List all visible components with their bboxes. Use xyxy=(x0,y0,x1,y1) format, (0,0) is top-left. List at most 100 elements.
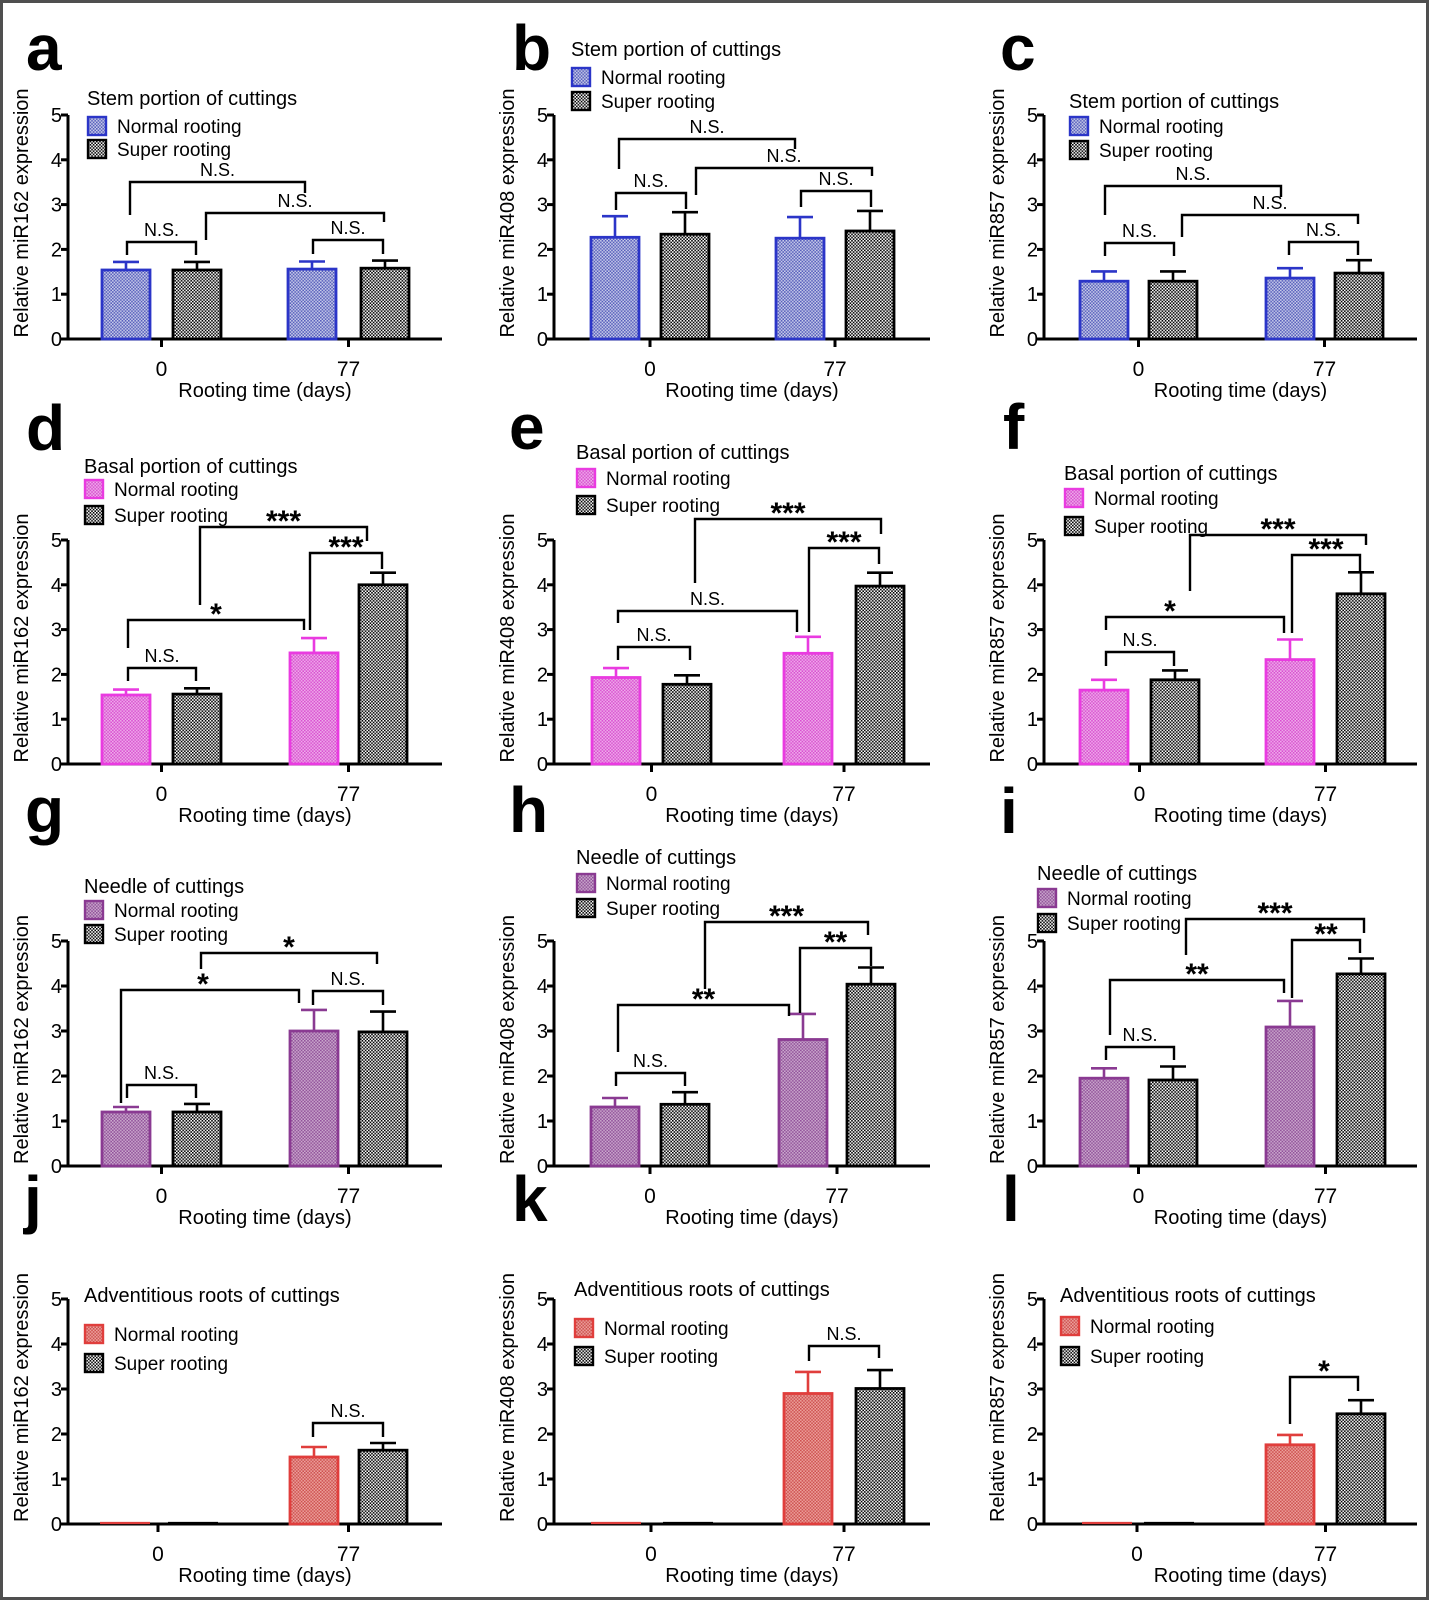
svg-text:77: 77 xyxy=(823,358,846,381)
svg-text:3: 3 xyxy=(51,620,62,642)
svg-text:4: 4 xyxy=(1027,1334,1038,1356)
svg-text:Super rooting: Super rooting xyxy=(601,92,715,113)
svg-text:Relative miR162 expression: Relative miR162 expression xyxy=(11,1273,33,1522)
svg-text:Relative miR162 expression: Relative miR162 expression xyxy=(11,915,33,1164)
svg-text:N.S.: N.S. xyxy=(277,191,312,211)
svg-text:Super rooting: Super rooting xyxy=(604,1347,718,1368)
svg-text:d: d xyxy=(26,392,65,464)
svg-text:***: *** xyxy=(826,526,861,559)
svg-text:1: 1 xyxy=(537,1111,548,1133)
svg-text:Stem portion of cuttings: Stem portion of cuttings xyxy=(1069,91,1279,113)
svg-text:N.S.: N.S. xyxy=(633,171,668,191)
svg-text:5: 5 xyxy=(51,1289,62,1311)
svg-text:4: 4 xyxy=(51,1334,62,1356)
svg-text:0: 0 xyxy=(537,329,548,351)
svg-text:77: 77 xyxy=(832,1543,855,1566)
svg-text:*: * xyxy=(283,931,295,964)
svg-text:Relative miR408 expression: Relative miR408 expression xyxy=(497,1273,519,1522)
svg-text:1: 1 xyxy=(51,709,62,731)
svg-text:***: *** xyxy=(770,497,805,530)
svg-text:g: g xyxy=(25,774,64,846)
svg-text:Rooting time (days): Rooting time (days) xyxy=(178,1565,351,1587)
svg-text:0: 0 xyxy=(156,358,168,381)
svg-text:N.S.: N.S. xyxy=(633,1051,668,1071)
svg-text:3: 3 xyxy=(1027,1379,1038,1401)
svg-text:N.S.: N.S. xyxy=(1122,1025,1157,1045)
svg-text:5: 5 xyxy=(1027,931,1038,953)
svg-text:0: 0 xyxy=(152,1543,164,1566)
svg-text:e: e xyxy=(509,391,545,463)
svg-text:Relative miR408 expression: Relative miR408 expression xyxy=(497,915,519,1164)
svg-text:0: 0 xyxy=(1131,1543,1143,1566)
svg-text:4: 4 xyxy=(537,575,548,597)
svg-text:2: 2 xyxy=(51,664,62,686)
svg-text:Needle of cuttings: Needle of cuttings xyxy=(576,847,736,869)
svg-text:Super rooting: Super rooting xyxy=(114,925,228,946)
svg-text:Rooting time (days): Rooting time (days) xyxy=(178,805,351,827)
svg-text:2: 2 xyxy=(537,664,548,686)
svg-text:*: * xyxy=(197,968,209,1001)
svg-text:**: ** xyxy=(1314,918,1338,951)
svg-text:Stem portion of cuttings: Stem portion of cuttings xyxy=(87,88,297,110)
svg-text:1: 1 xyxy=(1027,1111,1038,1133)
svg-text:Super rooting: Super rooting xyxy=(117,140,231,161)
svg-text:N.S.: N.S. xyxy=(144,220,179,240)
svg-text:4: 4 xyxy=(51,150,62,172)
svg-text:3: 3 xyxy=(51,195,62,217)
svg-text:3: 3 xyxy=(51,1379,62,1401)
svg-text:77: 77 xyxy=(1314,1543,1337,1566)
svg-text:0: 0 xyxy=(1133,1185,1145,1208)
svg-text:Rooting time (days): Rooting time (days) xyxy=(178,1207,351,1229)
svg-text:N.S.: N.S. xyxy=(330,1401,365,1421)
svg-text:1: 1 xyxy=(1027,1469,1038,1491)
svg-text:Rooting time (days): Rooting time (days) xyxy=(1154,1565,1327,1587)
svg-text:77: 77 xyxy=(337,1185,360,1208)
svg-text:N.S.: N.S. xyxy=(330,969,365,989)
svg-text:***: *** xyxy=(1308,533,1343,566)
svg-text:5: 5 xyxy=(537,1289,548,1311)
svg-text:0: 0 xyxy=(1133,358,1145,381)
svg-text:N.S.: N.S. xyxy=(1175,164,1210,184)
svg-text:N.S.: N.S. xyxy=(1252,193,1287,213)
svg-text:5: 5 xyxy=(537,530,548,552)
svg-text:4: 4 xyxy=(537,150,548,172)
svg-text:5: 5 xyxy=(537,105,548,127)
svg-text:Super rooting: Super rooting xyxy=(114,506,228,527)
svg-text:Needle of cuttings: Needle of cuttings xyxy=(1037,863,1197,885)
svg-text:2: 2 xyxy=(51,239,62,261)
svg-text:Normal rooting: Normal rooting xyxy=(601,68,726,89)
svg-text:Relative miR408 expression: Relative miR408 expression xyxy=(497,88,519,337)
svg-text:5: 5 xyxy=(1027,1289,1038,1311)
svg-text:2: 2 xyxy=(51,1424,62,1446)
svg-text:Normal rooting: Normal rooting xyxy=(114,901,239,922)
svg-text:77: 77 xyxy=(337,358,360,381)
svg-text:3: 3 xyxy=(1027,195,1038,217)
svg-text:Rooting time (days): Rooting time (days) xyxy=(1154,380,1327,402)
svg-text:N.S.: N.S. xyxy=(689,117,724,137)
svg-text:Stem portion of cuttings: Stem portion of cuttings xyxy=(571,39,781,61)
svg-text:77: 77 xyxy=(825,1185,848,1208)
svg-text:***: *** xyxy=(1257,897,1292,930)
svg-text:N.S.: N.S. xyxy=(1306,220,1341,240)
svg-text:Relative miR857 expression: Relative miR857 expression xyxy=(987,513,1009,762)
svg-text:4: 4 xyxy=(537,976,548,998)
svg-text:N.S.: N.S. xyxy=(636,625,671,645)
svg-text:b: b xyxy=(512,12,551,84)
svg-text:k: k xyxy=(512,1163,548,1235)
svg-text:Rooting time (days): Rooting time (days) xyxy=(665,805,838,827)
svg-text:0: 0 xyxy=(644,358,656,381)
svg-text:Basal portion of cuttings: Basal portion of cuttings xyxy=(576,442,789,464)
svg-text:Basal portion of cuttings: Basal portion of cuttings xyxy=(84,456,297,478)
svg-text:Relative miR857 expression: Relative miR857 expression xyxy=(987,1273,1009,1522)
svg-text:2: 2 xyxy=(1027,1424,1038,1446)
svg-text:5: 5 xyxy=(51,530,62,552)
svg-text:4: 4 xyxy=(51,976,62,998)
svg-text:c: c xyxy=(1000,12,1036,84)
svg-text:Normal rooting: Normal rooting xyxy=(1090,1317,1215,1338)
svg-text:Needle of cuttings: Needle of cuttings xyxy=(84,876,244,898)
svg-text:77: 77 xyxy=(1314,783,1337,806)
svg-text:Normal rooting: Normal rooting xyxy=(1094,489,1219,510)
svg-text:Normal rooting: Normal rooting xyxy=(604,1319,729,1340)
svg-text:N.S.: N.S. xyxy=(144,1063,179,1083)
svg-text:0: 0 xyxy=(51,754,62,776)
